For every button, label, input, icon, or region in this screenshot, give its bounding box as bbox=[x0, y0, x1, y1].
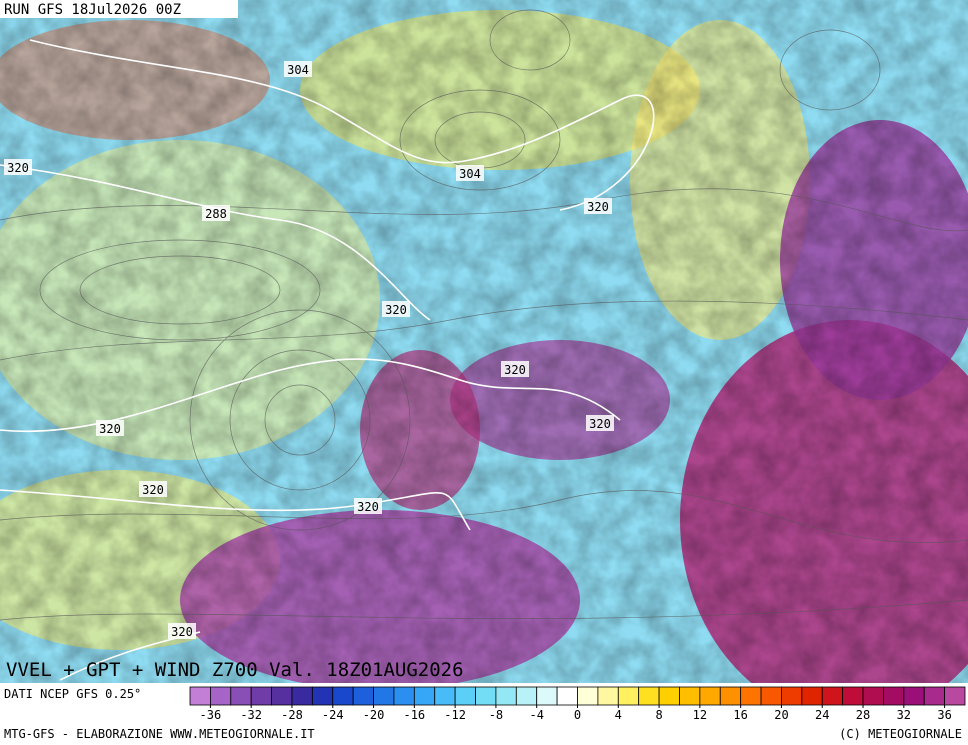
map-title: VVEL + GPT + WIND Z700 Val. 18Z01AUG2026 bbox=[6, 659, 464, 681]
colorbar-tick-label: 8 bbox=[655, 708, 662, 722]
colorbar-cell bbox=[617, 686, 640, 706]
colorbar-cell bbox=[495, 686, 517, 706]
colorbar-cell bbox=[536, 686, 558, 706]
contour-label-bg bbox=[586, 415, 614, 431]
contour-label: 320 bbox=[357, 500, 379, 514]
colorbar-cell bbox=[699, 686, 721, 706]
contour-label-bg bbox=[96, 420, 124, 436]
contour-label-bg bbox=[354, 498, 382, 514]
colorbar-tick-label: -32 bbox=[240, 708, 262, 722]
colorbar-tick-label: 36 bbox=[937, 708, 951, 722]
colorbar-cell bbox=[209, 686, 232, 706]
contour-label: 320 bbox=[99, 422, 121, 436]
colorbar-tick-label: 4 bbox=[615, 708, 622, 722]
colorbar-cell bbox=[373, 686, 395, 706]
colorbar-tick-label: 0 bbox=[574, 708, 581, 722]
colorbar-cell bbox=[597, 686, 619, 706]
contour-label: 320 bbox=[589, 417, 611, 431]
run-label-box bbox=[0, 0, 238, 18]
contour-label: 320 bbox=[385, 303, 407, 317]
colorbar-cell bbox=[679, 686, 701, 706]
colorbar-cell bbox=[862, 686, 884, 706]
colorbar-cell bbox=[760, 686, 782, 706]
colorbar-cell bbox=[271, 686, 293, 706]
colorbar-cell bbox=[719, 686, 742, 706]
colorbar-cell bbox=[842, 686, 864, 706]
contour-label-bg bbox=[168, 623, 196, 639]
colorbar-tick-label: 32 bbox=[897, 708, 911, 722]
colorbar-cell bbox=[475, 686, 497, 706]
colorbar-cell bbox=[923, 686, 946, 706]
colorbar-cell bbox=[454, 686, 476, 706]
contour-labels: 304 320 288 304 320 320 320 320 320 320 320 320 bbox=[4, 61, 614, 639]
colorbar-cell bbox=[638, 686, 660, 706]
contour-label-bg bbox=[584, 198, 612, 214]
data-source: DATI NCEP GFS 0.25° bbox=[4, 687, 141, 701]
colorbar-cell bbox=[556, 686, 578, 706]
contour-label-bg bbox=[284, 61, 312, 77]
colorbar-cell bbox=[740, 686, 762, 706]
colorbar-tick-label: -28 bbox=[281, 708, 303, 722]
colorbar-cell bbox=[944, 686, 966, 706]
colorbar-tick-label: 16 bbox=[733, 708, 747, 722]
contour-label: 320 bbox=[142, 483, 164, 497]
colorbar-cell bbox=[332, 686, 354, 706]
colorbar-cell bbox=[781, 686, 803, 706]
colorbar-cell bbox=[801, 686, 823, 706]
colorbar-cell bbox=[393, 686, 415, 706]
colorbar-cell bbox=[352, 686, 374, 706]
colorbar-cell bbox=[189, 686, 211, 706]
colorbar-cell bbox=[883, 686, 905, 706]
colorbar-tick-label: -20 bbox=[363, 708, 385, 722]
colorbar-tick-label: -16 bbox=[403, 708, 425, 722]
colorbar-tick-label: 20 bbox=[774, 708, 788, 722]
contour-label: 288 bbox=[205, 207, 227, 221]
colorbar-tick-label: -36 bbox=[200, 708, 222, 722]
contour-label: 320 bbox=[504, 363, 526, 377]
contour-label: 304 bbox=[459, 167, 481, 181]
contour-label: 304 bbox=[287, 63, 309, 77]
colorbar-tick-label: 12 bbox=[693, 708, 707, 722]
contour-label-bg bbox=[139, 481, 167, 497]
colorbar-tick-label: 28 bbox=[856, 708, 870, 722]
colorbar-cell bbox=[230, 686, 252, 706]
colorbar-tick-label: -8 bbox=[489, 708, 503, 722]
map-background bbox=[0, 0, 968, 683]
colorbar-cell bbox=[577, 686, 599, 706]
colorbar-cell bbox=[250, 686, 272, 706]
contour-label: 320 bbox=[587, 200, 609, 214]
footer-right: (C) METEOGIORNALE bbox=[839, 727, 962, 741]
contour-label-bg bbox=[456, 165, 484, 181]
colorbar-tick-label: 24 bbox=[815, 708, 829, 722]
colorbar-cell bbox=[291, 686, 313, 706]
colorbar-tick-label: -4 bbox=[529, 708, 543, 722]
colorbar: -36 -32 -28 -24 -20 -16 -12 -8 -4 0 4 8 12 16 20 24 28 32… bbox=[189, 686, 966, 722]
contour-label: 320 bbox=[171, 625, 193, 639]
colorbar-cell bbox=[821, 686, 844, 706]
footer-left: MTG-GFS - ELABORAZIONE WWW.METEOGIORNALE… bbox=[4, 727, 315, 741]
contour-label: 320 bbox=[7, 161, 29, 175]
run-label: RUN GFS 18Jul2026 00Z bbox=[4, 2, 181, 18]
contour-label-bg bbox=[4, 159, 32, 175]
contour-label-bg bbox=[501, 361, 529, 377]
colorbar-cell bbox=[413, 686, 436, 706]
contour-label-bg bbox=[202, 205, 230, 221]
colorbar-tick-label: -12 bbox=[444, 708, 466, 722]
colorbar-tick-label: -24 bbox=[322, 708, 344, 722]
colorbar-cell bbox=[311, 686, 334, 706]
colorbar-cell bbox=[903, 686, 925, 706]
colorbar-cell bbox=[515, 686, 538, 706]
colorbar-cell bbox=[434, 686, 456, 706]
colorbar-cell bbox=[658, 686, 680, 706]
contour-label-bg bbox=[382, 301, 410, 317]
